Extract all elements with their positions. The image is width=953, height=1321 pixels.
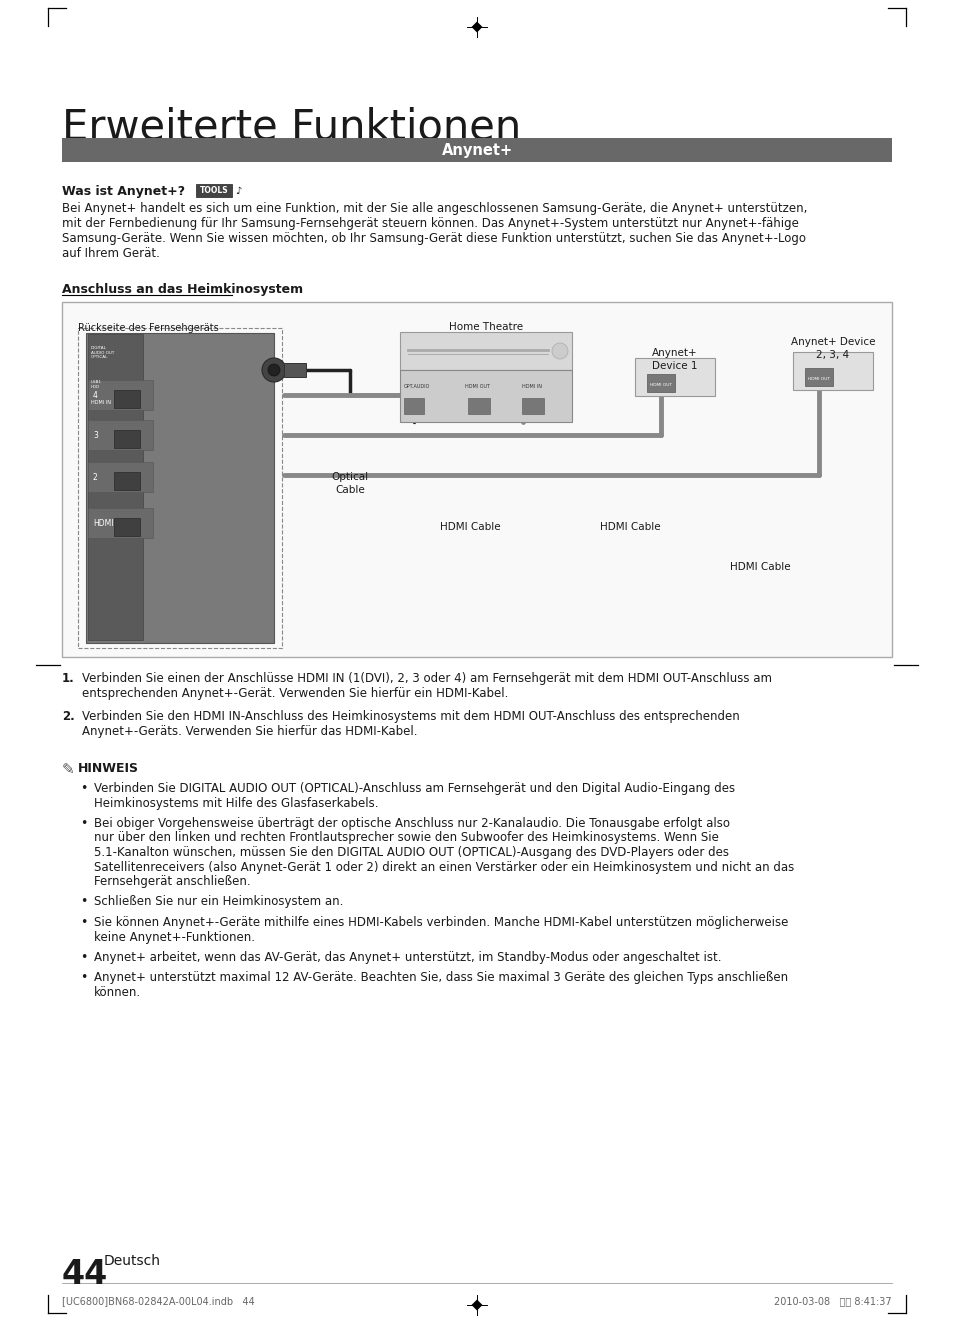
Text: ✎: ✎ bbox=[62, 762, 74, 777]
Text: Rückseite des Fernsehgeräts: Rückseite des Fernsehgeräts bbox=[78, 324, 218, 333]
Text: DIGITAL
AUDIO OUT
OPTICAL: DIGITAL AUDIO OUT OPTICAL bbox=[91, 346, 114, 359]
Text: 2.: 2. bbox=[62, 709, 74, 723]
Text: ♪: ♪ bbox=[234, 186, 241, 197]
Text: Was ist Anynet+?: Was ist Anynet+? bbox=[62, 185, 185, 198]
Text: können.: können. bbox=[94, 985, 141, 999]
Bar bbox=[113, 431, 140, 448]
Bar bbox=[403, 398, 423, 413]
Text: 4: 4 bbox=[92, 391, 98, 399]
Text: 1.: 1. bbox=[62, 672, 74, 686]
Bar bbox=[635, 358, 714, 396]
Text: Heimkinosystems mit Hilfe des Glasfaserkabels.: Heimkinosystems mit Hilfe des Glasfaserk… bbox=[94, 797, 378, 810]
Text: TOOLS: TOOLS bbox=[199, 186, 228, 196]
Bar bbox=[88, 334, 143, 639]
Bar bbox=[284, 363, 306, 376]
Text: HDMI Cable: HDMI Cable bbox=[439, 522, 499, 532]
Bar bbox=[792, 351, 872, 390]
Bar bbox=[113, 390, 140, 408]
Text: Bei Anynet+ handelt es sich um eine Funktion, mit der Sie alle angeschlossenen S: Bei Anynet+ handelt es sich um eine Funk… bbox=[62, 202, 806, 215]
Bar bbox=[88, 420, 152, 450]
Text: 3: 3 bbox=[92, 431, 98, 440]
Text: Anynet+: Anynet+ bbox=[441, 143, 512, 157]
Bar bbox=[62, 303, 891, 657]
Bar bbox=[399, 370, 572, 421]
Bar bbox=[468, 398, 490, 413]
Text: 2010-03-08   오후 8:41:37: 2010-03-08 오후 8:41:37 bbox=[774, 1296, 891, 1306]
Text: Erweiterte Funktionen: Erweiterte Funktionen bbox=[62, 107, 520, 149]
Text: Samsung-Geräte. Wenn Sie wissen möchten, ob Ihr Samsung-Gerät diese Funktion unt: Samsung-Geräte. Wenn Sie wissen möchten,… bbox=[62, 232, 805, 244]
Text: Optical: Optical bbox=[331, 472, 368, 482]
Text: OPT.AUDIO: OPT.AUDIO bbox=[403, 384, 430, 388]
Text: Device 1: Device 1 bbox=[652, 361, 697, 371]
Bar bbox=[646, 374, 675, 392]
Text: Verbinden Sie einen der Anschlüsse HDMI IN (1(DVI), 2, 3 oder 4) am Fernsehgerät: Verbinden Sie einen der Anschlüsse HDMI … bbox=[82, 672, 771, 686]
Text: HINWEIS: HINWEIS bbox=[78, 762, 139, 775]
Text: keine Anynet+-Funktionen.: keine Anynet+-Funktionen. bbox=[94, 930, 254, 943]
Text: •: • bbox=[80, 896, 88, 909]
Text: HDMI IN: HDMI IN bbox=[521, 384, 541, 388]
Text: USB1
HDD: USB1 HDD bbox=[91, 380, 102, 388]
Text: HDMI OUT: HDMI OUT bbox=[464, 384, 490, 388]
Text: Verbinden Sie den HDMI IN-Anschluss des Heimkinosystems mit dem HDMI OUT-Anschlu: Verbinden Sie den HDMI IN-Anschluss des … bbox=[82, 709, 739, 723]
Text: Anynet+ unterstützt maximal 12 AV-Geräte. Beachten Sie, dass Sie maximal 3 Gerät: Anynet+ unterstützt maximal 12 AV-Geräte… bbox=[94, 971, 787, 984]
Bar bbox=[88, 509, 152, 538]
Circle shape bbox=[268, 365, 280, 376]
Text: Anynet+ Device: Anynet+ Device bbox=[790, 337, 874, 347]
Text: •: • bbox=[80, 971, 88, 984]
Text: HDMI Cable: HDMI Cable bbox=[729, 561, 789, 572]
Bar bbox=[86, 333, 274, 643]
Bar bbox=[113, 518, 140, 536]
Text: auf Ihrem Gerät.: auf Ihrem Gerät. bbox=[62, 247, 160, 260]
Text: Anynet+: Anynet+ bbox=[652, 347, 697, 358]
Polygon shape bbox=[471, 21, 482, 33]
Text: Anynet+ arbeitet, wenn das AV-Gerät, das Anynet+ unterstützt, im Standby-Modus o: Anynet+ arbeitet, wenn das AV-Gerät, das… bbox=[94, 951, 720, 964]
Text: HDMI: HDMI bbox=[92, 519, 113, 527]
Text: mit der Fernbedienung für Ihr Samsung-Fernsehgerät steuern können. Das Anynet+-S: mit der Fernbedienung für Ihr Samsung-Fe… bbox=[62, 217, 798, 230]
Polygon shape bbox=[471, 1300, 482, 1310]
Text: Schließen Sie nur ein Heimkinosystem an.: Schließen Sie nur ein Heimkinosystem an. bbox=[94, 896, 343, 909]
Bar bbox=[804, 369, 832, 386]
Bar bbox=[113, 472, 140, 490]
Text: HDMI IN: HDMI IN bbox=[91, 400, 111, 406]
Bar bbox=[521, 398, 543, 413]
Text: [UC6800]BN68-02842A-00L04.indb   44: [UC6800]BN68-02842A-00L04.indb 44 bbox=[62, 1296, 254, 1306]
Text: 2: 2 bbox=[92, 473, 97, 481]
Text: •: • bbox=[80, 951, 88, 964]
Bar bbox=[88, 380, 152, 410]
Text: HDMI OUT: HDMI OUT bbox=[807, 376, 829, 380]
Text: Bei obiger Vorgehensweise überträgt der optische Anschluss nur 2-Kanalaudio. Die: Bei obiger Vorgehensweise überträgt der … bbox=[94, 816, 729, 830]
Circle shape bbox=[262, 358, 286, 382]
Text: 5.1-Kanalton wünschen, müssen Sie den DIGITAL AUDIO OUT (OPTICAL)-Ausgang des DV: 5.1-Kanalton wünschen, müssen Sie den DI… bbox=[94, 845, 728, 859]
Text: HDMI OUT: HDMI OUT bbox=[649, 383, 671, 387]
Text: Cable: Cable bbox=[335, 485, 364, 495]
Text: entsprechenden Anynet+-Gerät. Verwenden Sie hierfür ein HDMI-Kabel.: entsprechenden Anynet+-Gerät. Verwenden … bbox=[82, 687, 508, 700]
Text: Anynet+-Geräts. Verwenden Sie hierfür das HDMI-Kabel.: Anynet+-Geräts. Verwenden Sie hierfür da… bbox=[82, 725, 417, 738]
Text: •: • bbox=[80, 816, 88, 830]
Text: Sie können Anynet+-Geräte mithilfe eines HDMI-Kabels verbinden. Manche HDMI-Kabe: Sie können Anynet+-Geräte mithilfe eines… bbox=[94, 915, 787, 929]
Bar bbox=[195, 184, 232, 197]
Text: Deutsch: Deutsch bbox=[104, 1254, 161, 1268]
Bar bbox=[62, 137, 891, 162]
Text: 2, 3, 4: 2, 3, 4 bbox=[816, 350, 849, 361]
Bar bbox=[78, 328, 282, 649]
Text: nur über den linken und rechten Frontlautsprecher sowie den Subwoofer des Heimki: nur über den linken und rechten Frontlau… bbox=[94, 831, 719, 844]
Text: Home Theatre: Home Theatre bbox=[449, 322, 522, 332]
Text: •: • bbox=[80, 782, 88, 795]
Text: Verbinden Sie DIGITAL AUDIO OUT (OPTICAL)-Anschluss am Fernsehgerät und den Digi: Verbinden Sie DIGITAL AUDIO OUT (OPTICAL… bbox=[94, 782, 735, 795]
Circle shape bbox=[552, 343, 567, 359]
Bar bbox=[399, 332, 572, 370]
Bar bbox=[88, 462, 152, 491]
Text: 44: 44 bbox=[62, 1258, 108, 1291]
Text: Anschluss an das Heimkinosystem: Anschluss an das Heimkinosystem bbox=[62, 283, 303, 296]
Text: HDMI Cable: HDMI Cable bbox=[599, 522, 659, 532]
Text: •: • bbox=[80, 915, 88, 929]
Text: Satellitenreceivers (also Anynet-Gerät 1 oder 2) direkt an einen Verstärker oder: Satellitenreceivers (also Anynet-Gerät 1… bbox=[94, 860, 794, 873]
Text: Fernsehgerät anschließen.: Fernsehgerät anschließen. bbox=[94, 875, 251, 888]
